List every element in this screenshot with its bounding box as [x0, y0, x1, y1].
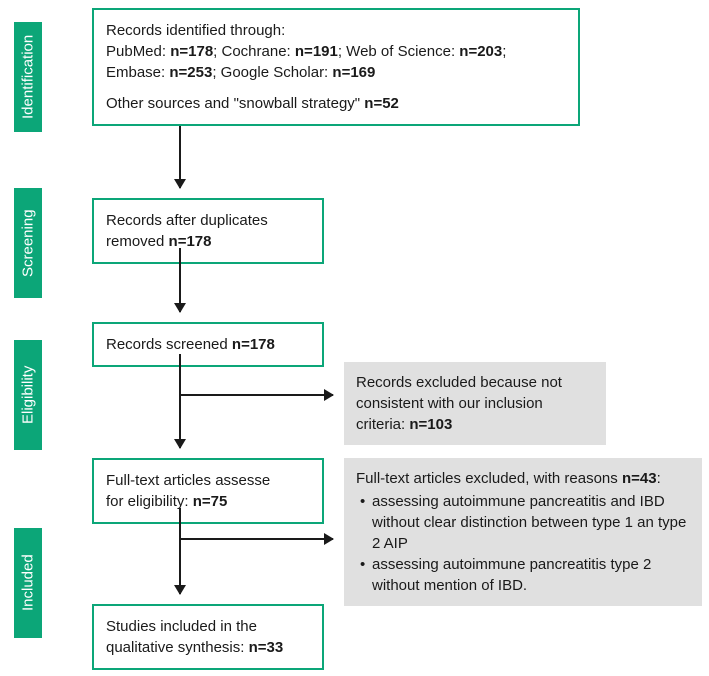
arrow-down-1	[179, 126, 181, 188]
arrow-down-2	[179, 248, 181, 312]
arrow-right-2	[180, 538, 333, 540]
stage-label-text: Screening	[20, 209, 37, 277]
arrow-right-1	[180, 394, 333, 396]
stage-label-text: Included	[20, 555, 37, 612]
stage-screening: Screening	[14, 188, 42, 298]
stage-included: Included	[14, 528, 42, 638]
stage-eligibility: Eligibility	[14, 340, 42, 450]
stage-identification: Identification	[14, 22, 42, 132]
box-fulltext: Full-text articles assessefor eligibilit…	[92, 458, 324, 524]
arrow-down-4	[179, 508, 181, 594]
box-identification: Records identified through:PubMed: n=178…	[92, 8, 580, 126]
box-included: Studies included in thequalitative synth…	[92, 604, 324, 670]
box-screened: Records screened n=178	[92, 322, 324, 367]
stage-label-text: Identification	[20, 35, 37, 119]
exclusion-box-2: Full-text articles excluded, with reason…	[344, 458, 702, 606]
box-screening: Records after duplicatesremoved n=178	[92, 198, 324, 264]
arrow-down-3	[179, 354, 181, 448]
stage-label-text: Eligibility	[20, 366, 37, 424]
exclusion-box-1: Records excluded because notconsistent w…	[344, 362, 606, 445]
